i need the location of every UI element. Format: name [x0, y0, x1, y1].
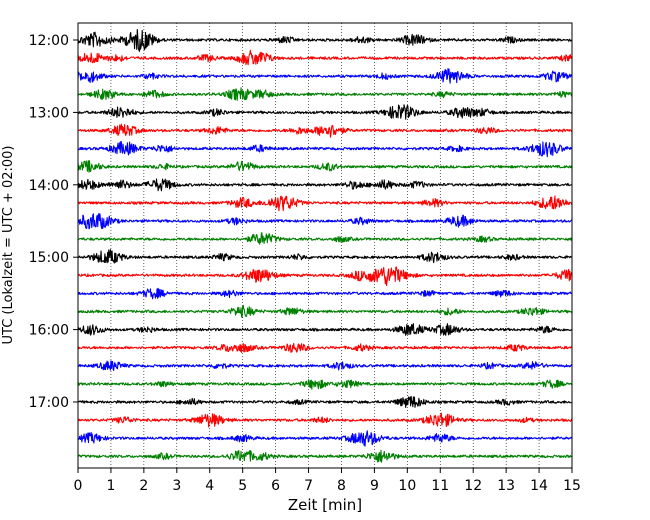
trace-line: [77, 160, 573, 173]
x-tick-label: 10: [398, 478, 416, 494]
trace-line: [77, 449, 573, 463]
y-tick-label: 16:00: [29, 323, 69, 339]
trace-line: [77, 249, 573, 264]
trace-line: [77, 266, 573, 287]
trace-line: [77, 396, 573, 409]
x-axis-label: Zeit [min]: [288, 496, 362, 514]
x-tick-label: 3: [172, 478, 181, 494]
x-tick-label: 11: [431, 478, 449, 494]
x-tick-label: 7: [304, 478, 313, 494]
trace-line: [77, 87, 573, 101]
seismogram-traces: [77, 29, 573, 463]
y-tick-label: 17:00: [29, 395, 69, 411]
x-tick-label: 8: [337, 478, 346, 494]
trace-line: [77, 49, 573, 66]
x-tick-label: 2: [139, 478, 148, 494]
trace-line: [77, 342, 573, 354]
x-tick-label: 14: [530, 478, 548, 494]
trace-line: [77, 412, 573, 428]
x-tick-label: 4: [205, 478, 214, 494]
y-tick-label: 14:00: [29, 178, 69, 194]
trace-line: [77, 29, 573, 52]
trace-line: [77, 287, 573, 300]
x-tick-label: 1: [106, 478, 115, 494]
y-tick-label: 15:00: [29, 250, 69, 266]
y-axis-label: UTC (Lokalzeit = UTC + 02:00): [1, 146, 16, 345]
trace-line: [77, 323, 573, 336]
y-tick-label: 12:00: [29, 33, 69, 49]
trace-line: [77, 360, 573, 371]
trace-line: [77, 304, 573, 318]
trace-line: [77, 213, 573, 230]
x-tick-label: 9: [370, 478, 379, 494]
trace-line: [77, 232, 573, 245]
trace-line: [77, 123, 573, 138]
trace-line: [77, 178, 573, 192]
axis-ticks: 0 1 2 3 4 5 6 7 8 9 10 11 12 13 14 1512:0013:0014:0015:…: [29, 33, 581, 494]
trace-line: [77, 68, 573, 84]
plot-frame: [77, 22, 573, 469]
trace-line: [77, 379, 573, 390]
x-tick-label: 5: [238, 478, 247, 494]
x-tick-label: 0: [74, 478, 83, 494]
trace-line: [77, 141, 573, 158]
x-tick-label: 6: [271, 478, 280, 494]
x-tick-label: 13: [497, 478, 515, 494]
trace-line: [77, 195, 573, 212]
trace-line: [77, 104, 573, 120]
y-tick-label: 13:00: [29, 105, 69, 121]
trace-line: [77, 430, 573, 447]
x-tick-label: 12: [464, 478, 482, 494]
x-tick-label: 15: [563, 478, 581, 494]
